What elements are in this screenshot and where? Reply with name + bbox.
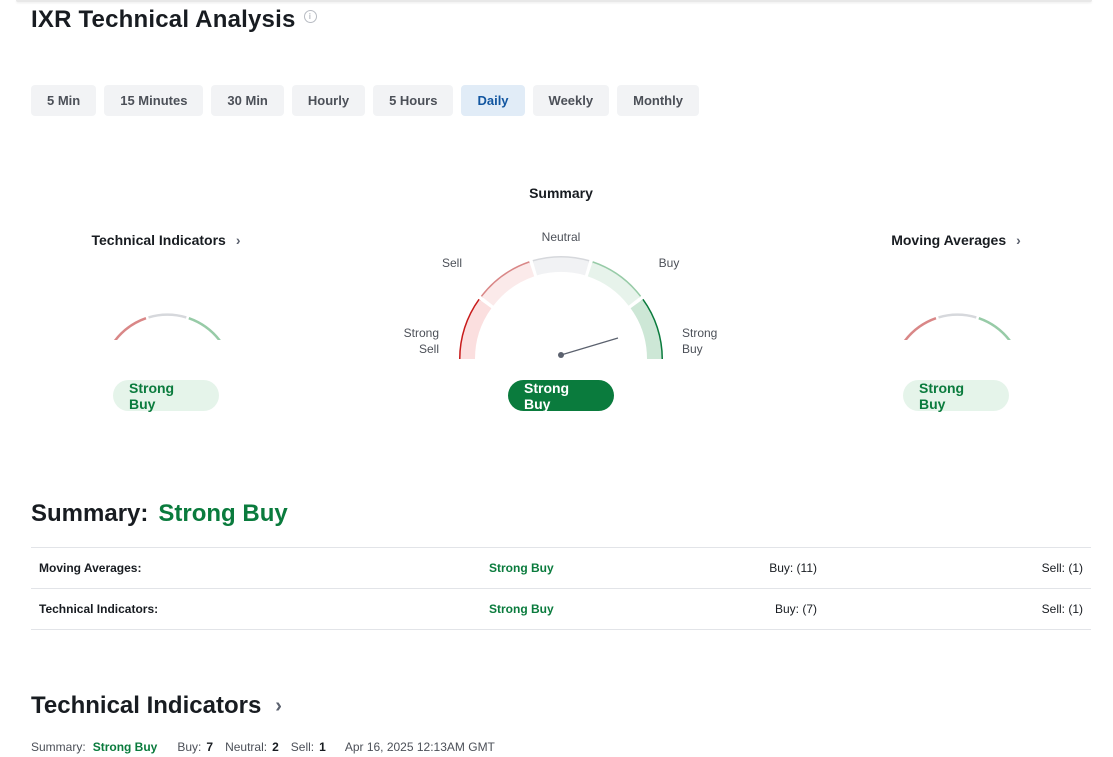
label-neutral: Neutral	[542, 230, 581, 244]
summary-heading-label: Summary:	[31, 500, 149, 527]
label-strong-buy-1: Strong	[682, 326, 717, 340]
info-icon[interactable]: i	[303, 10, 317, 23]
row-sell-count: Sell: (1)	[1041, 602, 1083, 616]
technical-indicators-dial	[113, 313, 221, 340]
ti-sell-value: 1	[319, 740, 326, 754]
moving-averages-status-badge: Strong Buy	[903, 380, 1009, 412]
row-label: Technical Indicators:	[39, 602, 159, 616]
ti-buy-value: 7	[206, 740, 214, 754]
summary-strong-sell-band	[460, 299, 492, 359]
sell-arc	[113, 317, 147, 340]
label-sell: Sell	[442, 256, 462, 270]
summary-buy-band	[587, 262, 640, 306]
summary-table: Moving Averages: Strong Buy Buy: (11) Se…	[31, 547, 1091, 630]
page-title-text: IXR Technical Analysis	[31, 6, 296, 33]
technical-indicators-heading[interactable]: Technical Indicators ›	[31, 692, 282, 720]
summary-neutral-band	[533, 257, 589, 276]
technical-indicators-summary-line: Summary: Strong Buy Buy: 7 Neutral: 2 Se…	[31, 740, 495, 754]
top-divider	[16, 0, 1092, 2]
ti-neutral-value: 2	[272, 740, 279, 754]
chevron-right-icon[interactable]: ›	[1016, 232, 1021, 248]
moving-averages-dial	[903, 313, 1011, 340]
technical-indicators-gauge: Technical Indicators ›	[66, 232, 266, 340]
summary-heading: Summary: Strong Buy	[31, 500, 288, 528]
tab-15-minutes[interactable]: 15 Minutes	[104, 85, 204, 116]
tab-daily[interactable]: Daily	[461, 85, 525, 116]
summary-gauge-dial: Neutral Sell Buy Strong Sell Strong Buy	[404, 230, 717, 360]
label-strong-sell-2: Sell	[419, 342, 439, 356]
tab-30-min[interactable]: 30 Min	[211, 85, 284, 116]
chevron-right-icon[interactable]: ›	[235, 232, 241, 248]
ti-summary-label: Summary:	[31, 740, 86, 754]
row-status: Strong Buy	[489, 561, 554, 575]
technical-indicators-gauge-title: Technical Indicators	[91, 232, 226, 248]
tab-monthly[interactable]: Monthly	[617, 85, 699, 116]
label-buy: Buy	[659, 256, 680, 270]
row-buy-count: Buy: (7)	[774, 602, 817, 616]
moving-averages-gauge: Moving Averages ›	[856, 232, 1056, 340]
ti-buy-label: Buy:	[177, 740, 202, 754]
buy-arc	[978, 317, 1011, 340]
row-status: Strong Buy	[489, 602, 554, 616]
table-row: Moving Averages: Strong Buy Buy: (11) Se…	[31, 548, 1091, 589]
label-strong-buy-2: Buy	[682, 342, 703, 356]
summary-needle-pivot	[558, 352, 564, 358]
neutral-arc	[938, 313, 977, 319]
summary-heading-value: Strong Buy	[158, 500, 288, 527]
table-row: Technical Indicators: Strong Buy Buy: (7…	[31, 589, 1091, 630]
row-sell-count: Sell: (1)	[1041, 561, 1083, 575]
summary-gauge-title: Summary	[529, 185, 593, 201]
timeframe-tabs: 5 Min 15 Minutes 30 Min Hourly 5 Hours D…	[31, 85, 699, 116]
sell-arc	[903, 317, 937, 340]
technical-indicators-gauge-header[interactable]: Technical Indicators ›	[66, 232, 266, 248]
summary-sell-band	[482, 262, 535, 306]
ti-timestamp: Apr 16, 2025 12:13AM GMT	[344, 740, 495, 754]
technical-indicators-heading-text: Technical Indicators	[31, 692, 262, 719]
technical-indicators-status-badge: Strong Buy	[113, 380, 219, 412]
neutral-arc	[148, 313, 187, 319]
summary-gauge-needle	[560, 337, 619, 356]
chevron-right-icon[interactable]: ›	[275, 694, 282, 717]
summary-status-badge: Strong Buy	[508, 380, 614, 412]
row-label: Moving Averages:	[39, 561, 142, 575]
tab-5-min[interactable]: 5 Min	[31, 85, 97, 116]
ti-neutral-label: Neutral:	[225, 740, 268, 754]
summary-strong-buy-band	[630, 299, 662, 359]
ti-sell-label: Sell:	[290, 740, 315, 754]
tab-5-hours[interactable]: 5 Hours	[373, 85, 454, 116]
buy-arc	[188, 317, 221, 340]
tab-weekly[interactable]: Weekly	[532, 85, 610, 116]
moving-averages-gauge-header[interactable]: Moving Averages ›	[856, 232, 1056, 248]
page-title: IXR Technical Analysis i	[31, 6, 317, 34]
row-buy-count: Buy: (11)	[769, 561, 817, 575]
ti-summary-value: Strong Buy	[92, 740, 158, 754]
label-strong-sell-1: Strong	[404, 326, 439, 340]
tab-hourly[interactable]: Hourly	[291, 85, 366, 116]
moving-averages-gauge-title: Moving Averages	[891, 232, 1007, 248]
